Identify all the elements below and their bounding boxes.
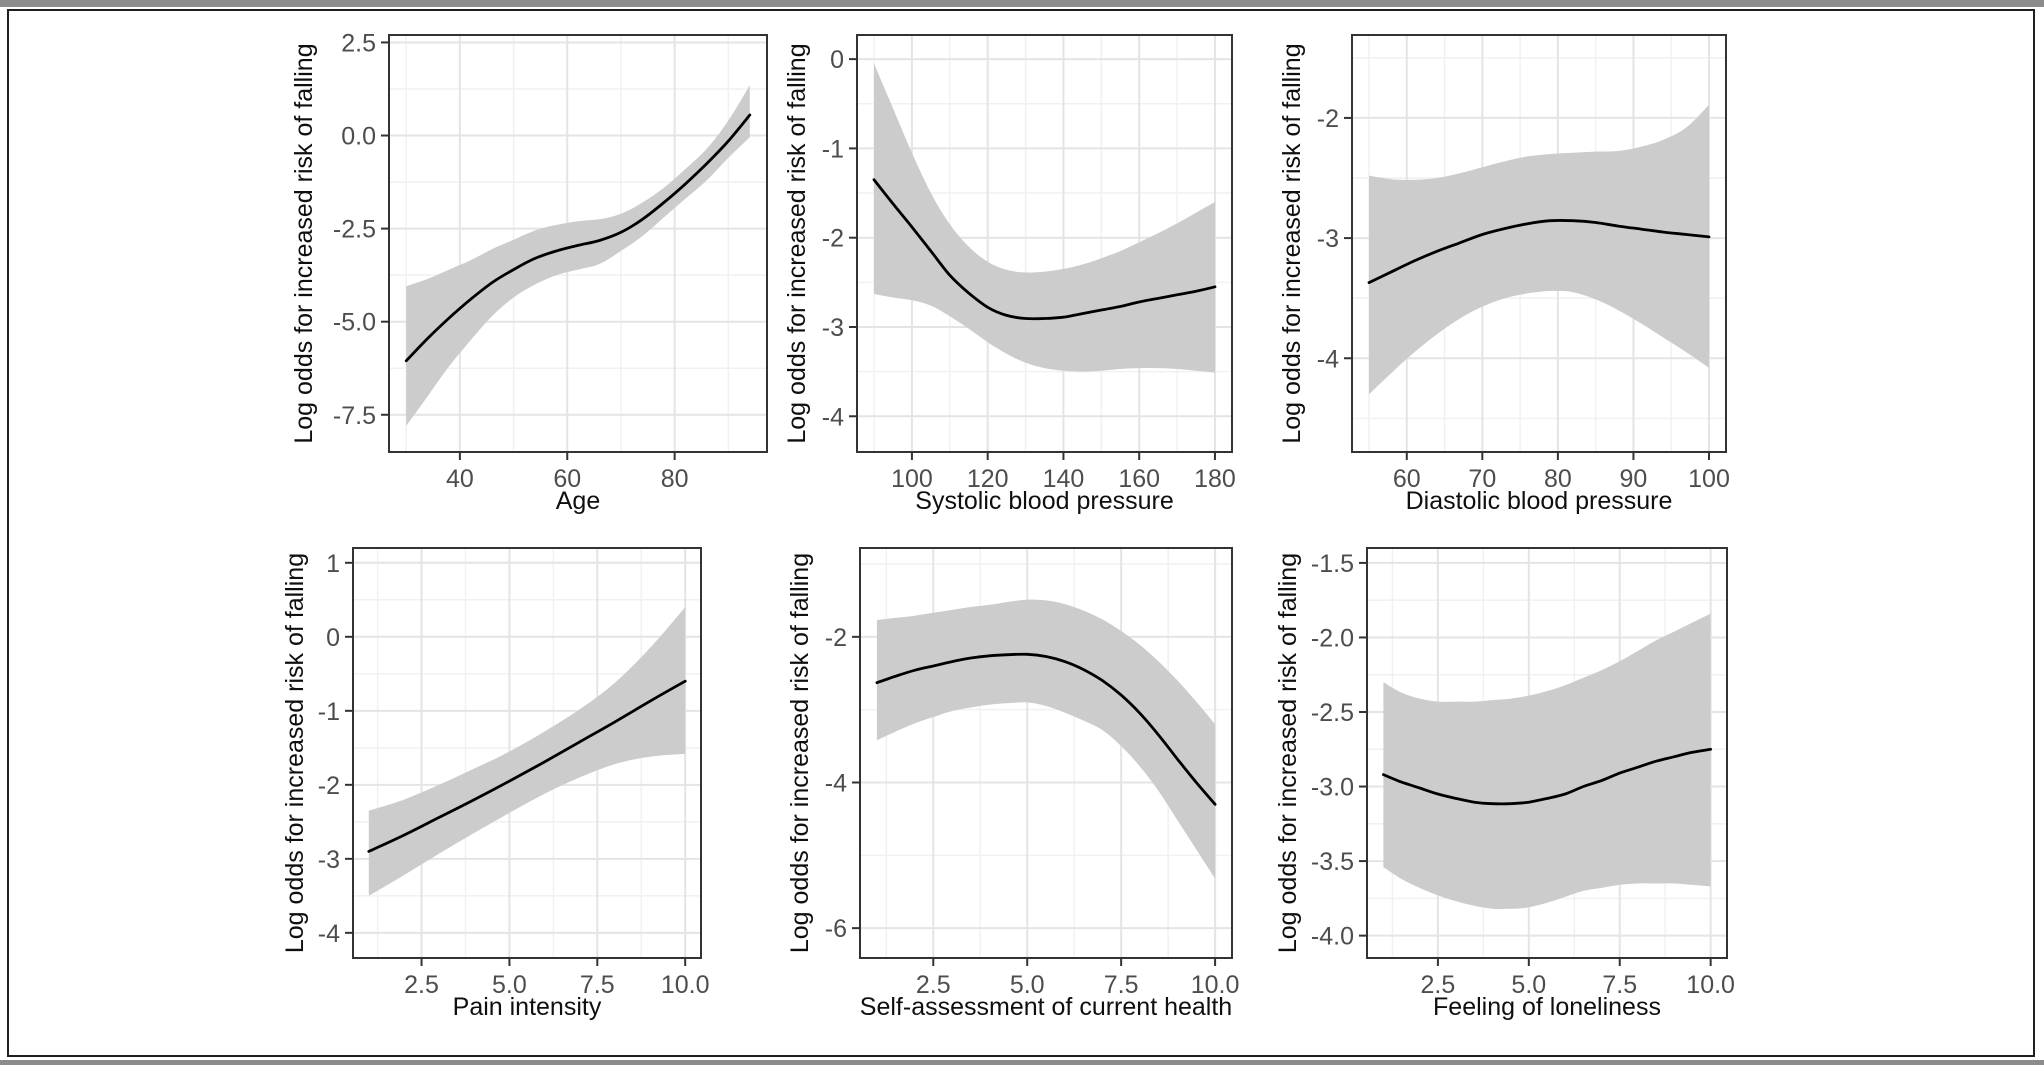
y-tick-label: 0 — [830, 46, 844, 74]
x-tick-label: 2.5 — [916, 971, 951, 999]
y-axis-title: Log odds for increased risk of falling — [1278, 43, 1306, 443]
panel-frame — [1351, 34, 1727, 453]
x-tick-label: 70 — [1468, 465, 1496, 493]
panel-frame — [352, 547, 702, 959]
y-tick-label: -2 — [825, 624, 847, 652]
y-tick-label: -1 — [822, 135, 844, 163]
y-tick-label: 2.5 — [341, 29, 376, 57]
y-tick-label: -4.0 — [1311, 923, 1354, 951]
x-tick-label: 10.0 — [1191, 971, 1240, 999]
x-tick-label: 80 — [661, 465, 689, 493]
y-tick-label: -2.5 — [1311, 699, 1354, 727]
x-tick-label: 90 — [1620, 465, 1648, 493]
y-tick-label: -2 — [318, 772, 340, 800]
x-tick-label: 120 — [967, 465, 1009, 493]
x-tick-label: 80 — [1544, 465, 1572, 493]
x-tick-label: 10.0 — [1686, 971, 1735, 999]
y-tick-label: 1 — [326, 550, 340, 578]
estimate-curve — [367, 679, 687, 853]
y-tick-label: -2 — [1317, 105, 1339, 133]
confidence-band — [1383, 613, 1711, 910]
y-tick-label: -1.5 — [1311, 550, 1354, 578]
x-tick-label: 140 — [1043, 465, 1085, 493]
y-tick-label: -2.5 — [333, 216, 376, 244]
y-tick-label: -1 — [318, 698, 340, 726]
window-bottom-strip — [0, 1060, 2044, 1065]
confidence-band — [406, 85, 750, 426]
x-axis-title: Systolic blood pressure — [915, 487, 1173, 515]
panel-frame — [859, 547, 1233, 959]
x-tick-label: 160 — [1118, 465, 1160, 493]
x-axis-title: Pain intensity — [453, 993, 602, 1021]
panel-pain-intensity: 2.5 5.0 7.5 10.0 1 0 -1 -2 -3 -4 Pain intensity Log… — [281, 547, 710, 1021]
x-axis-title: Self-assessment of current health — [860, 993, 1232, 1021]
y-tick-label: 0.0 — [341, 123, 376, 151]
confidence-band — [1369, 104, 1709, 395]
y-tick-label: -4 — [318, 920, 340, 948]
confidence-band — [874, 63, 1215, 373]
y-tick-label: -5.0 — [333, 309, 376, 337]
panel-frame — [856, 34, 1233, 453]
x-tick-label: 2.5 — [1421, 971, 1456, 999]
window-top-strip — [0, 0, 2044, 7]
x-tick-label: 10.0 — [661, 971, 710, 999]
y-tick-label: -6 — [825, 915, 847, 943]
y-tick-label: -4 — [1317, 345, 1339, 373]
x-tick-label: 100 — [1688, 465, 1730, 493]
x-tick-label: 180 — [1194, 465, 1236, 493]
estimate-curve — [404, 113, 752, 363]
y-tick-label: -2 — [822, 225, 844, 253]
y-tick-label: 0 — [326, 624, 340, 652]
panel-frame — [388, 34, 768, 453]
estimate-curve — [1367, 219, 1711, 284]
panel-self-assessment-of-current-health: 2.5 5.0 7.5 10.0 -2 -4 -6 Self-assessment of cu… — [786, 547, 1240, 1021]
x-tick-label: 7.5 — [580, 971, 615, 999]
y-tick-label: -4 — [822, 403, 844, 431]
y-tick-label: -3 — [822, 314, 844, 342]
y-tick-label: -2.0 — [1311, 624, 1354, 652]
estimate-curve — [1382, 747, 1712, 806]
panel-diastolic-blood-pressure: 60 70 80 90 100 -2 -3 -4 Diastolic blood pressur… — [1278, 34, 1730, 515]
y-tick-label: -3.0 — [1311, 774, 1354, 802]
panel-age: 40 60 80 2.5 0.0 -2.5 -5.0 -7.5 Age Log odds for … — [290, 29, 768, 515]
page-border — [7, 9, 2035, 1057]
y-tick-label: -3 — [318, 846, 340, 874]
y-axis-title: Log odds for increased risk of falling — [1274, 553, 1302, 953]
panel-systolic-blood-pressure: 100 120 140 160 180 0 -1 -2 -3 -4 Systolic blood p… — [783, 34, 1236, 515]
x-tick-label: 5.0 — [492, 971, 527, 999]
x-tick-label: 2.5 — [404, 971, 439, 999]
x-axis-title: Feeling of loneliness — [1433, 993, 1661, 1021]
x-tick-label: 40 — [446, 465, 474, 493]
confidence-band — [876, 599, 1216, 879]
x-axis-title: Age — [556, 487, 600, 515]
x-tick-label: 5.0 — [1511, 971, 1546, 999]
x-tick-label: 60 — [1393, 465, 1421, 493]
x-tick-label: 7.5 — [1104, 971, 1139, 999]
x-axis-title: Diastolic blood pressure — [1406, 487, 1673, 515]
x-tick-label: 100 — [891, 465, 933, 493]
x-tick-label: 7.5 — [1602, 971, 1637, 999]
y-axis-title: Log odds for increased risk of falling — [783, 43, 811, 443]
y-axis-title: Log odds for increased risk of falling — [786, 553, 814, 953]
y-axis-title: Log odds for increased risk of falling — [290, 43, 318, 443]
y-tick-label: -7.5 — [333, 402, 376, 430]
y-tick-label: -4 — [825, 769, 847, 797]
estimate-curve — [875, 652, 1217, 806]
y-axis-title: Log odds for increased risk of falling — [281, 553, 309, 953]
confidence-band — [368, 607, 686, 896]
y-tick-label: -3 — [1317, 225, 1339, 253]
y-tick-label: -3.5 — [1311, 848, 1354, 876]
panel-frame — [1366, 547, 1728, 959]
x-tick-label: 5.0 — [1010, 971, 1045, 999]
panel-feeling-of-loneliness: 2.5 5.0 7.5 10.0 -1.5 -2.0 -2.5 -3.0 -3.5 -4.0 Fee… — [1274, 547, 1735, 1021]
estimate-curve — [872, 178, 1217, 321]
x-tick-label: 60 — [553, 465, 581, 493]
